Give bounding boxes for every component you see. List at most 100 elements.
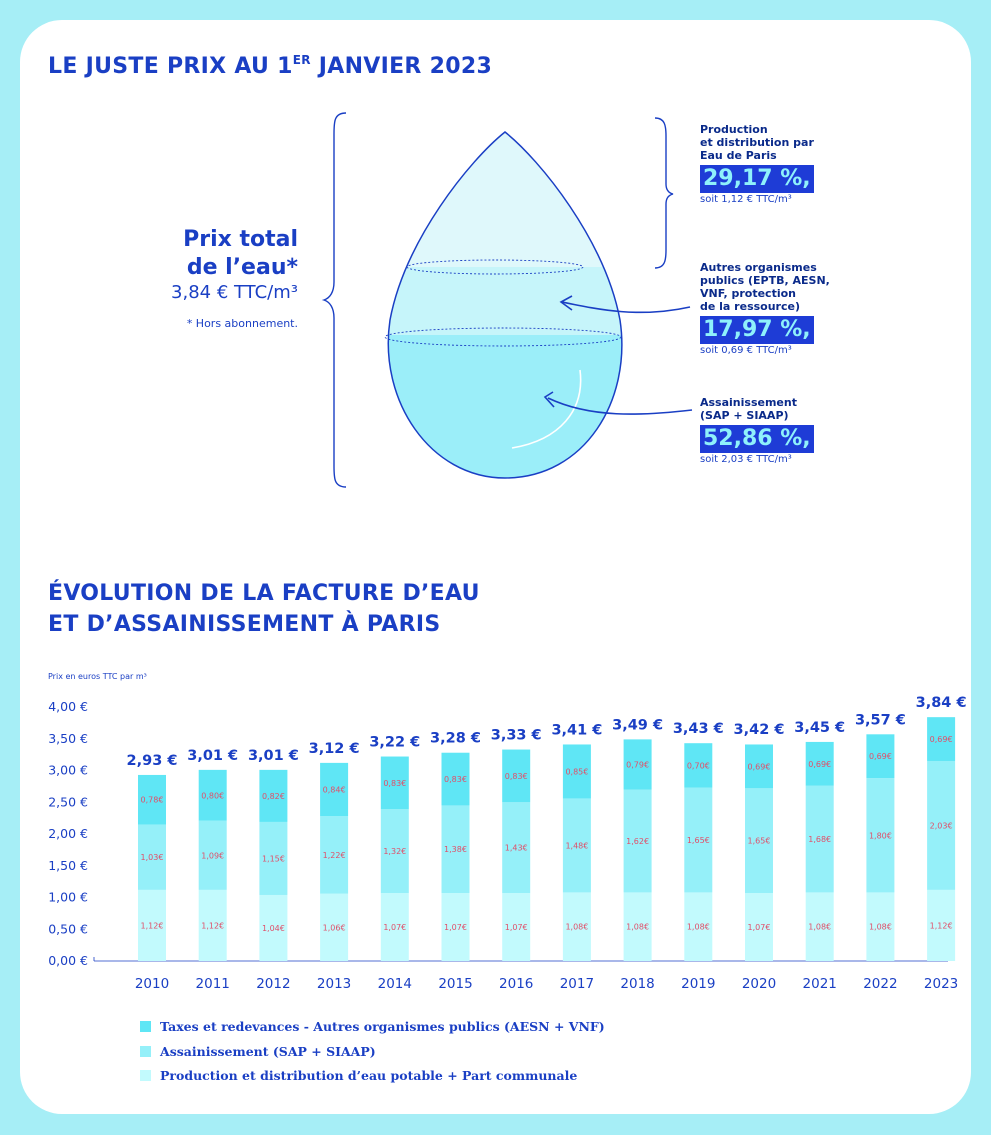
annotation-production: Production et distribution par Eau de Pa… xyxy=(700,123,814,205)
arrow-line-icon xyxy=(561,301,691,314)
bar-segment xyxy=(927,760,956,890)
price-heading: LE JUSTE PRIX AU 1ER JANVIER 2023 xyxy=(48,53,493,79)
x-tick-label: 2019 xyxy=(681,976,715,990)
y-tick-label: 2,00 € xyxy=(48,826,88,841)
segment-value-label: 1,65€ xyxy=(687,836,710,845)
bar-segment xyxy=(745,744,773,789)
segment-value-label: 1,65€ xyxy=(748,837,771,846)
bar-segment xyxy=(927,717,956,761)
y-tick-label: 3,50 € xyxy=(48,731,88,746)
bar-segment xyxy=(745,893,773,961)
bar-segment xyxy=(866,892,895,961)
segment-value-label: 1,07€ xyxy=(505,923,528,932)
bar-segment xyxy=(562,798,591,893)
left-brace-icon xyxy=(321,112,347,488)
chart-heading-line1: ÉVOLUTION DE LA FACTURE D’EAU xyxy=(48,581,480,606)
segment-value-label: 0,83€ xyxy=(505,772,528,781)
bar-segment xyxy=(623,892,652,961)
bar-total-label: 2,93 € xyxy=(127,753,178,769)
y-tick-label: 0,00 € xyxy=(48,953,88,968)
legend-item-taxes: Taxes et redevances - Autres organismes … xyxy=(140,1017,605,1035)
segment-value-label: 0,82€ xyxy=(262,792,285,801)
bar-total-label: 3,45 € xyxy=(794,720,845,736)
water-drop-illustration xyxy=(321,112,693,488)
segment-value-label: 0,85€ xyxy=(565,767,588,776)
bar-segment xyxy=(441,805,470,894)
segment-value-label: 1,80€ xyxy=(869,831,892,840)
segment-value-label: 1,62€ xyxy=(626,837,649,846)
segment-value-label: 0,69€ xyxy=(869,752,892,761)
legend-item-production: Production et distribution d’eau potable… xyxy=(140,1066,577,1084)
bar-segment xyxy=(259,769,288,822)
percent-badge: 17,97 %, xyxy=(700,316,814,344)
bar-segment xyxy=(684,892,713,961)
y-tick-label: 2,50 € xyxy=(48,794,88,809)
bar-segment xyxy=(805,892,834,961)
segment-value-label: 1,38€ xyxy=(444,845,467,854)
segment-value-label: 0,84€ xyxy=(323,786,346,795)
drop-outline xyxy=(387,131,623,479)
bar-total-label: 3,01 € xyxy=(187,748,238,764)
bar-segment xyxy=(562,744,591,799)
chart-heading-line2: ET D’ASSAINISSEMENT À PARIS xyxy=(48,612,441,637)
y-axis-caption: Prix en euros TTC par m³ xyxy=(48,672,147,681)
total-price-block: Prix total de l’eau* 3,84 € TTC/m³ * Hor… xyxy=(130,226,298,330)
percent-badge: 29,17 %, xyxy=(700,165,814,193)
x-tick-label: 2018 xyxy=(620,976,654,990)
x-tick-label: 2021 xyxy=(803,976,837,990)
arrow-line-icon-2 xyxy=(547,397,693,415)
segment-value-label: 1,08€ xyxy=(869,923,892,932)
bar-segment xyxy=(138,889,166,961)
bar-segment xyxy=(623,789,652,893)
segment-value-label: 1,12€ xyxy=(930,921,953,930)
bar-total-label: 3,49 € xyxy=(612,717,663,733)
segment-value-label: 1,07€ xyxy=(444,923,467,932)
bar-segment xyxy=(259,894,288,961)
bar-segment xyxy=(198,769,227,821)
segment-value-label: 0,83€ xyxy=(383,779,406,788)
bar-total-label: 3,33 € xyxy=(491,728,542,744)
segment-value-label: 0,70€ xyxy=(687,761,710,770)
annotation-autres-organismes: Autres organismes publics (EPTB, AESN, V… xyxy=(700,261,830,356)
x-tick-label: 2010 xyxy=(135,976,169,990)
bar-segment xyxy=(745,788,773,894)
bar-total-label: 3,12 € xyxy=(309,741,360,757)
bar-segment xyxy=(502,893,531,961)
x-tick-label: 2015 xyxy=(438,976,472,990)
bar-segment xyxy=(259,821,288,895)
legend-swatch xyxy=(140,1069,151,1081)
segment-value-label: 1,04€ xyxy=(262,924,285,933)
total-footnote: * Hors abonnement. xyxy=(186,317,298,330)
segment-value-label: 1,09€ xyxy=(201,851,224,860)
segment-value-label: 1,68€ xyxy=(808,835,831,844)
segment-value-label: 1,22€ xyxy=(323,851,346,860)
bar-segment xyxy=(198,889,227,961)
segment-value-label: 1,03€ xyxy=(141,853,164,862)
bar-segment xyxy=(684,787,713,893)
bar-segment xyxy=(441,893,470,961)
right-brace-icon xyxy=(654,117,674,269)
bar-segment xyxy=(927,889,956,961)
legend-item-assainissement: Assainissement (SAP + SIAAP) xyxy=(140,1042,376,1060)
segment-value-label: 0,80€ xyxy=(201,791,224,800)
segment-value-label: 0,69€ xyxy=(748,762,771,771)
y-tick-label: 3,00 € xyxy=(48,763,88,778)
segment-value-label: 1,43€ xyxy=(505,844,528,853)
x-tick-label: 2013 xyxy=(317,976,351,990)
y-tick-label: 1,00 € xyxy=(48,890,88,905)
segment-value-label: 1,07€ xyxy=(383,923,406,932)
bar-segment xyxy=(684,743,713,788)
bar-total-label: 3,01 € xyxy=(248,748,299,764)
annotation-assainissement: Assainissement (SAP + SIAAP) 52,86 %, so… xyxy=(700,396,814,465)
bar-segment xyxy=(562,892,591,961)
bar-segment xyxy=(198,820,227,890)
y-tick-label: 4,00 € xyxy=(48,699,88,714)
segment-value-label: 0,79€ xyxy=(626,760,649,769)
bar-segment xyxy=(380,893,409,961)
segment-value-label: 1,48€ xyxy=(565,841,588,850)
stacked-bar-chart: 0,00 € 0,50 € 1,00 € 1,50 € 2,00 € 2,50 € 3,00… xyxy=(48,695,966,990)
percent-badge: 52,86 %, xyxy=(700,425,814,453)
x-tick-label: 2020 xyxy=(742,976,776,990)
bar-segment xyxy=(866,778,895,893)
bar-total-label: 3,57 € xyxy=(855,712,906,728)
